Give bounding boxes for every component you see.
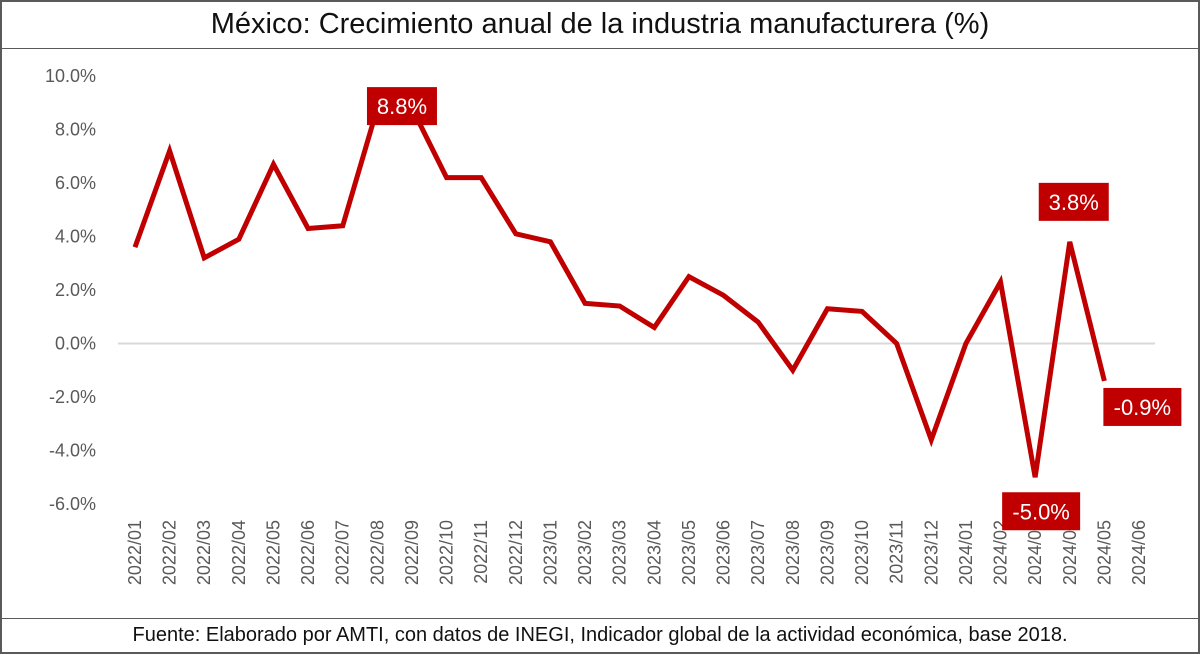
x-tick-label: 2023/11	[887, 520, 907, 584]
x-tick-label: 2023/06	[714, 520, 734, 585]
data-label-box	[1038, 182, 1109, 221]
y-tick-label: 2.0%	[55, 280, 96, 300]
source-footer: Fuente: Elaborado por AMTI, con datos de…	[132, 624, 1068, 646]
x-tick-label: 2022/10	[437, 520, 457, 585]
x-tick-label: 2023/12	[921, 520, 941, 585]
y-tick-label: 4.0%	[55, 227, 96, 247]
data-label: -0.9%	[1103, 387, 1182, 426]
chart-title: México: Crecimiento anual de la industri…	[210, 8, 990, 40]
x-tick-label: 2024/04	[1060, 520, 1080, 585]
footer-divider	[2, 618, 1198, 619]
data-label: 3.8%	[1038, 182, 1109, 221]
x-tick-label: 2022/03	[194, 520, 214, 585]
y-tick-label: -2.0%	[49, 387, 96, 407]
x-tick-label: 2022/09	[402, 520, 422, 585]
y-tick-label: 6.0%	[55, 173, 96, 193]
x-tick-label: 2022/12	[506, 520, 526, 585]
data-label-box	[1002, 492, 1081, 531]
y-tick-label: -6.0%	[49, 494, 96, 514]
y-tick-label: -4.0%	[49, 441, 96, 461]
x-tick-label: 2024/05	[1094, 520, 1114, 585]
x-tick-label: 2022/07	[333, 520, 353, 585]
x-tick-label: 2024/03	[1025, 520, 1045, 585]
title-divider	[2, 48, 1198, 49]
x-tick-label: 2023/02	[575, 520, 595, 585]
x-tick-label: 2023/07	[748, 520, 768, 585]
x-tick-label: 2022/08	[367, 520, 387, 585]
data-labels: 8.8% -5.0% 3.8% -0.9%	[366, 87, 1182, 531]
x-tick-label: 2022/05	[263, 520, 283, 585]
x-tick-label: 2024/06	[1129, 520, 1149, 585]
y-tick-label: 10.0%	[45, 66, 96, 86]
y-tick-label: 0.0%	[55, 334, 96, 354]
x-tick-label: 2024/02	[991, 520, 1011, 585]
y-axis-ticks: 10.0% 8.0% 6.0% 4.0% 2.0% 0.0% -2.0% -4.0% -6.0%	[45, 66, 96, 514]
data-label-box	[366, 87, 437, 126]
x-tick-label: 2022/06	[298, 520, 318, 585]
x-tick-label: 2024/01	[956, 520, 976, 585]
data-label-text: 8.8%	[377, 94, 427, 119]
data-label-text: -0.9%	[1114, 395, 1171, 420]
x-tick-label: 2022/11	[471, 520, 491, 584]
data-label-box	[1103, 387, 1182, 426]
x-tick-label: 2022/02	[160, 520, 180, 585]
data-label-text: -5.0%	[1012, 499, 1069, 524]
series-line	[132, 105, 1107, 478]
x-tick-label: 2023/01	[540, 520, 560, 585]
x-tick-label: 2023/04	[644, 520, 664, 585]
x-tick-label: 2023/09	[817, 520, 837, 585]
x-tick-label: 2023/10	[852, 520, 872, 585]
x-tick-label: 2022/01	[125, 520, 145, 585]
x-axis-ticks: 2022/01 2022/02 2022/03 2022/04 2022/05 2022/…	[125, 520, 1149, 585]
x-tick-label: 2022/04	[229, 520, 249, 585]
y-tick-label: 8.0%	[55, 120, 96, 140]
x-tick-label: 2023/03	[610, 520, 630, 585]
data-label-text: 3.8%	[1049, 190, 1099, 215]
data-label: 8.8%	[366, 87, 437, 126]
x-tick-label: 2023/05	[679, 520, 699, 585]
x-tick-label: 2023/08	[783, 520, 803, 585]
data-label: -5.0%	[1002, 492, 1081, 531]
